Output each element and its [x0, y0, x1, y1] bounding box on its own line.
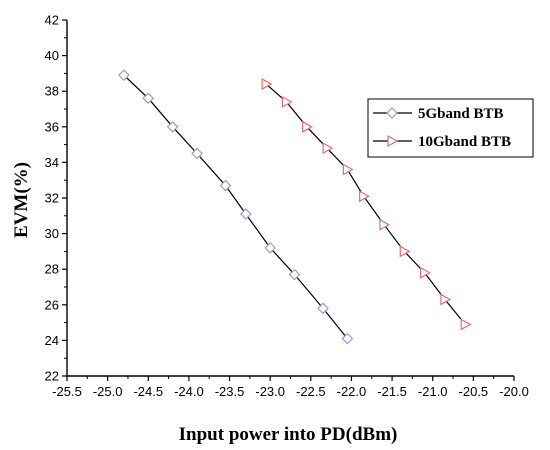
legend-marker [387, 134, 399, 148]
y-tick-label: 30 [45, 226, 59, 241]
y-tick-label: 40 [45, 48, 59, 63]
data-point [420, 266, 431, 279]
y-tick-label: 36 [45, 119, 59, 134]
legend-label: 10Gband BTB [418, 134, 511, 150]
y-tick-label: 26 [45, 297, 59, 312]
x-tick-label: -24.5 [133, 384, 163, 399]
legend-marker [386, 107, 398, 119]
data-point [166, 120, 179, 133]
x-tick-label: -24.0 [174, 384, 204, 399]
y-axis-title: EVM(%) [11, 162, 32, 238]
x-tick-label: -23.0 [255, 384, 285, 399]
series-2 [261, 78, 472, 331]
x-tick-label: -22.5 [296, 384, 326, 399]
x-tick-label: -21.0 [418, 384, 448, 399]
data-point [399, 245, 411, 258]
x-tick-label: -20.5 [459, 384, 489, 399]
y-tick-label: 42 [45, 13, 59, 28]
data-point [302, 120, 313, 133]
data-point [142, 92, 155, 105]
data-point [359, 190, 370, 203]
series-1 [118, 69, 354, 345]
data-point [342, 163, 354, 176]
y-tick-label: 24 [45, 333, 59, 348]
legend: 5Gband BTB 10Gband BTB [367, 98, 534, 158]
data-point [317, 302, 329, 315]
data-point [264, 241, 277, 254]
data-point [239, 208, 252, 220]
data-point [191, 147, 203, 160]
data-point [460, 318, 472, 331]
x-tick-label: -22.0 [337, 384, 367, 399]
data-point [261, 78, 273, 91]
x-axis-title: Input power into PD(dBm) [179, 424, 398, 445]
x-tick-label: -25.5 [52, 384, 82, 399]
x-tick-label: -23.5 [215, 384, 245, 399]
data-point [379, 218, 391, 231]
legend-box [367, 98, 534, 158]
legend-item: 5Gband BTB [373, 106, 503, 122]
y-tick-label: 28 [45, 262, 59, 277]
data-point [219, 179, 232, 192]
chart-series [118, 69, 472, 345]
x-tick-label: -20.0 [499, 384, 529, 399]
data-point [322, 142, 334, 155]
data-point [341, 332, 354, 345]
series-line [123, 74, 348, 339]
legend-item: 10Gband BTB [373, 134, 511, 150]
y-tick-label: 32 [45, 191, 59, 206]
chart-axes: 22 24 26 28 30 32 34 36 38 40 42 -25.5 -25.0 -24.5 -24… [45, 13, 529, 400]
y-tick-label: 22 [45, 369, 59, 384]
legend-label: 5Gband BTB [418, 106, 503, 122]
data-point [440, 293, 452, 306]
x-tick-label: -21.5 [377, 384, 407, 399]
data-point [281, 95, 293, 108]
y-tick-label: 38 [45, 84, 59, 99]
x-tick-label: -25.0 [93, 384, 123, 399]
data-point [118, 69, 130, 82]
y-tick-label: 34 [45, 155, 59, 170]
data-point [288, 268, 301, 281]
